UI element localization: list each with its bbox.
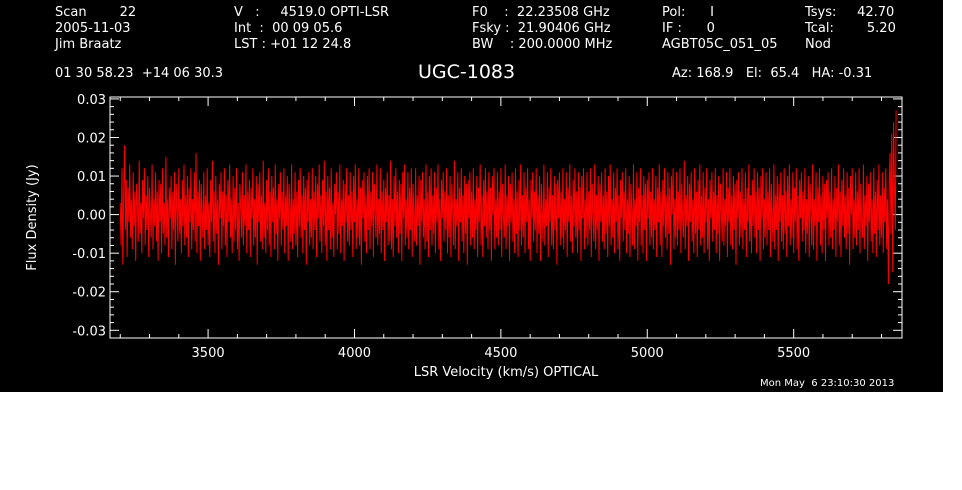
coordinates-label: 01 30 58.23 +14 06 30.3: [55, 66, 224, 81]
lst-label: LST : +01 12 24.8: [234, 37, 352, 52]
y-axis-label: Flux Density (Jy): [25, 164, 40, 270]
axis-ticks: 3500 4000 4500 5000 5500 -0.03 -0.02 -0.01 0.00 0…: [72, 93, 902, 361]
spectrum-trace: [119, 110, 897, 285]
velocity-label: V : 4519.0 OPTI-LSR: [234, 5, 390, 20]
plot-frame: [109, 96, 903, 339]
spectrum-trace-group: [119, 110, 897, 285]
x-tick-label: 3500: [192, 346, 225, 361]
y-tick-label: -0.03: [72, 324, 106, 339]
y-tick-label: -0.01: [72, 247, 106, 262]
y-tick-label: 0.02: [77, 131, 106, 146]
integration-label: Int : 00 09 05.6: [234, 21, 343, 36]
x-tick-label: 5500: [777, 346, 810, 361]
f0-label: F0 : 22.23508 GHz: [472, 5, 610, 20]
y-tick-label: 0.01: [77, 170, 106, 185]
tsys-label: Tsys: 42.70: [805, 5, 895, 20]
source-title: UGC-1083: [418, 61, 516, 83]
project-label: AGBT05C_051_05: [662, 37, 778, 52]
scan-label: Scan 22: [55, 5, 137, 20]
y-tick-label: 0.03: [77, 93, 106, 108]
y-tick-label: -0.02: [72, 286, 106, 301]
x-tick-label: 5000: [631, 346, 664, 361]
x-tick-label: 4500: [484, 346, 517, 361]
tcal-label: Tcal: 5.20: [805, 21, 896, 36]
y-tick-label: 0.00: [77, 209, 106, 224]
x-tick-label: 4000: [338, 346, 371, 361]
az-el-ha-label: Az: 168.9 El: 65.4 HA: -0.31: [672, 66, 873, 81]
bandwidth-label: BW : 200.0000 MHz: [472, 37, 613, 52]
spectrum-chart: 3500 4000 4500 5000 5500 -0.03 -0.02 -0.01 0.00 0…: [25, 93, 903, 380]
fsky-label: Fsky : 21.90406 GHz: [472, 21, 611, 36]
date-label: 2005-11-03: [55, 21, 131, 36]
pol-label: Pol: I: [662, 5, 714, 20]
if-label: IF : 0: [662, 21, 715, 36]
observer-label: Jim Braatz: [55, 37, 122, 52]
nod-label: Nod: [805, 37, 831, 52]
x-axis-label: LSR Velocity (km/s) OPTICAL: [414, 365, 599, 380]
timestamp-label: Mon May 6 23:10:30 2013: [760, 378, 895, 389]
